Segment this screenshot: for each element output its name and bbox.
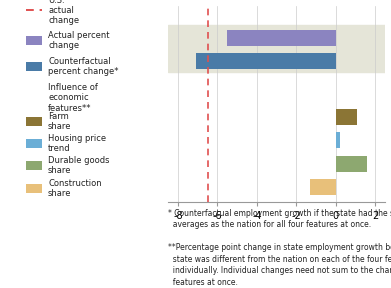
Bar xyxy=(196,53,336,69)
Bar xyxy=(227,30,336,46)
Text: **Percentage point change in state employment growth because the
  state was dif: **Percentage point change in state emplo… xyxy=(168,243,391,287)
Bar xyxy=(310,179,336,195)
Text: Durable goods
share: Durable goods share xyxy=(48,156,109,175)
Bar xyxy=(336,156,368,172)
Text: Influence of
economic
features**: Influence of economic features** xyxy=(48,84,98,113)
Bar xyxy=(26,161,42,170)
Bar xyxy=(26,139,42,148)
Text: * Counterfactual employment growth if the state had the same
  averages as the n: * Counterfactual employment growth if th… xyxy=(168,209,391,229)
Text: Actual percent
change: Actual percent change xyxy=(48,31,109,50)
Text: Construction
share: Construction share xyxy=(48,179,102,198)
Bar xyxy=(26,36,42,45)
Bar xyxy=(168,25,385,71)
Text: U.S.
actual
change: U.S. actual change xyxy=(48,0,79,25)
Bar xyxy=(336,109,357,125)
Text: Farm
share: Farm share xyxy=(48,112,72,131)
Bar xyxy=(26,117,42,126)
Text: Housing price
trend: Housing price trend xyxy=(48,134,106,153)
Bar xyxy=(26,62,42,71)
Bar xyxy=(336,132,340,148)
Text: Counterfactual
percent change*: Counterfactual percent change* xyxy=(48,57,118,76)
Bar xyxy=(26,184,42,193)
